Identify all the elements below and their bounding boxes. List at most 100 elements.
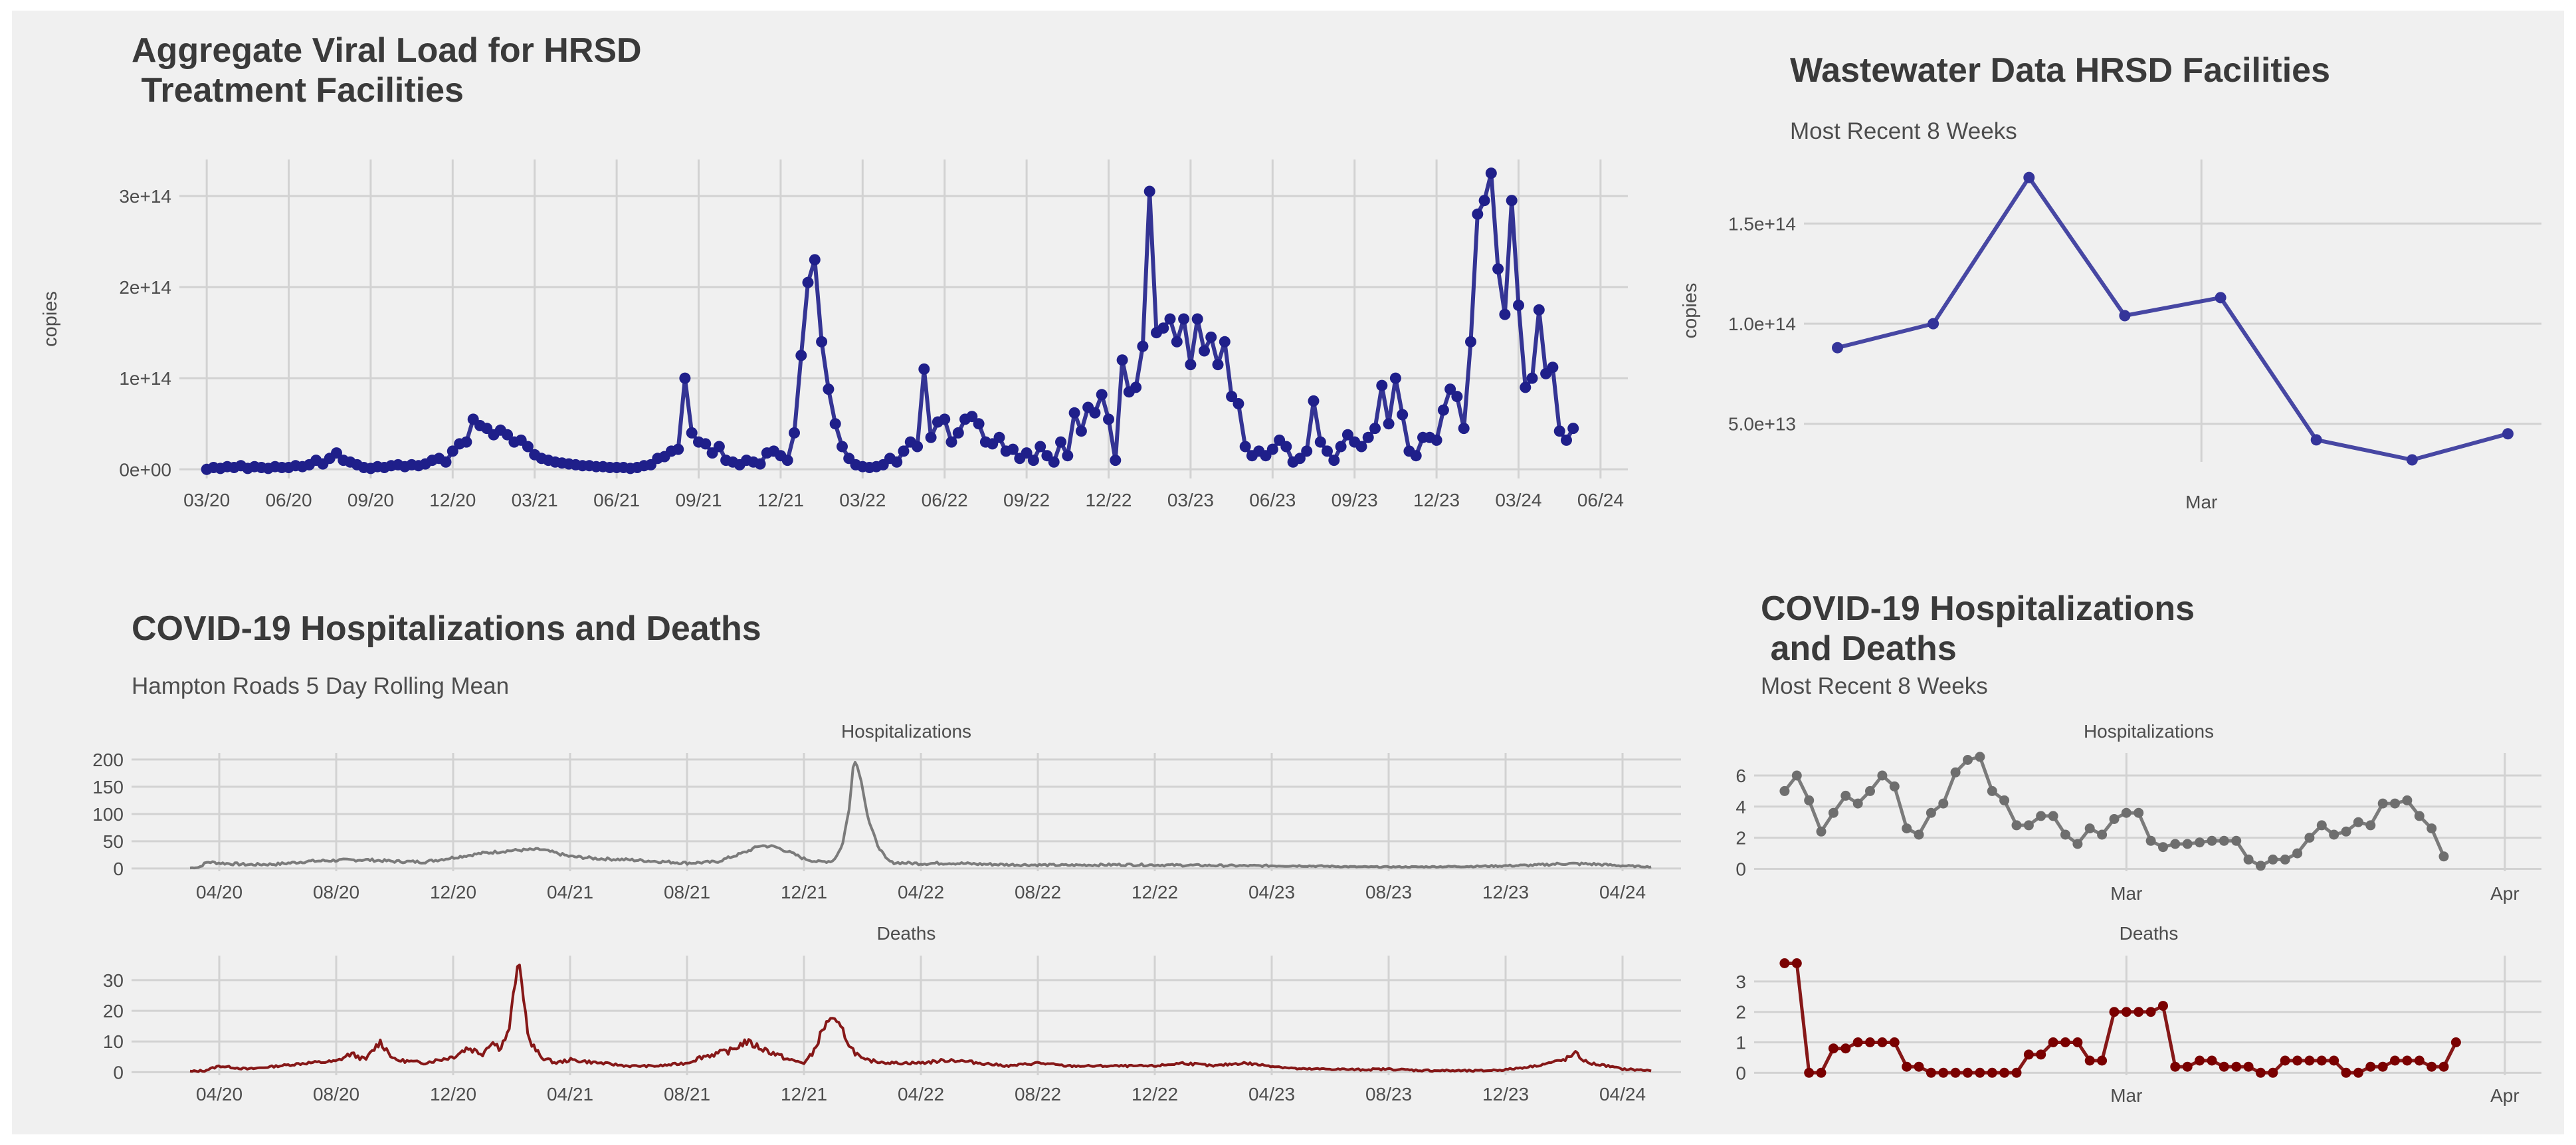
deaths_long-strip-label: Deaths [877,923,936,944]
hosp_long-y-tick-label: 100 [92,804,124,825]
deaths_recent-point [1889,1037,1900,1047]
viral-point [440,456,452,468]
hosp_long-strip-label: Hospitalizations [841,721,971,742]
viral-point [829,418,841,430]
viral-point [802,276,814,288]
deaths_recent-point [1914,1061,1924,1072]
hosp_recent-point [2048,811,2058,821]
viral-point [1478,195,1490,207]
hosp_recent-point [2084,823,2095,834]
deaths_recent-point [2109,1007,2120,1017]
deaths_recent-point [2060,1037,2070,1047]
hosp-deaths-subtitle: Hampton Roads 5 Day Rolling Mean [132,673,510,699]
viral-point [1355,441,1367,453]
viral-x-tick-label: 09/22 [1003,490,1050,510]
viral-point [891,456,903,468]
hosp_recent-point [1852,798,1863,809]
recent-point [2406,454,2418,466]
viral-point [918,363,930,375]
viral-x-tick-label: 03/21 [512,490,558,510]
deaths_recent-point [2011,1067,2022,1078]
hosp_recent-point [1840,790,1851,801]
deaths_recent-point [1926,1067,1936,1078]
viral-point [1075,425,1087,437]
hosp_long-series-line [189,761,1652,870]
hosp_recent-y-tick-label: 4 [1735,797,1746,817]
hosp_recent-point [1950,767,1961,778]
deaths_recent-point [2341,1067,2351,1078]
hosp_recent-point [2329,829,2339,840]
hosp_recent-point [2243,854,2254,865]
deaths_recent-point [1963,1067,1973,1078]
viral-point [1389,372,1401,384]
deaths_recent-point [2316,1055,2327,1066]
viral-series-line [206,171,1575,472]
hosp_long-x-tick-label: 08/21 [664,882,710,902]
deaths_recent-point [2133,1007,2144,1017]
hosp_long-x-tick-label: 12/23 [1482,882,1529,902]
viral-point [1280,441,1292,453]
viral-point [1021,447,1033,459]
hosp_recent-point [2438,851,2449,862]
deaths_recent-point [2450,1037,2461,1047]
viral-point [925,431,937,443]
deaths_recent-point [2097,1055,2108,1066]
viral-y-tick-label: 0e+00 [119,459,171,480]
viral-point [1007,443,1019,455]
viral-point [1062,450,1074,462]
deaths_recent-point [1865,1037,1875,1047]
hosp_long-x-tick-label: 04/22 [898,882,944,902]
hosp_recent-point [2207,835,2217,846]
recent-point [2502,428,2514,440]
deaths_recent-point [2402,1055,2413,1066]
viral-point [966,411,978,423]
deaths_recent-point [2195,1055,2205,1066]
hosp_recent-point [2133,807,2144,818]
viral-point [1199,345,1210,357]
deaths_recent-point [2280,1055,2290,1066]
hosp_recent-point [2195,837,2205,848]
dashboard-panel [12,11,2564,1134]
deaths_recent-point [2048,1037,2058,1047]
viral-x-tick-label: 06/22 [922,490,968,510]
hosp_recent-point [2316,820,2327,831]
deaths_long-y-tick-label: 30 [103,970,124,991]
viral-x-tick-label: 12/22 [1085,490,1132,510]
hosp_recent-point [2427,823,2437,834]
deaths_recent-x-tick-label: Apr [2490,1085,2520,1106]
viral-point [331,447,342,459]
hosp_recent-point [1914,829,1924,840]
hosp_recent-point [1902,823,1912,834]
recent-point [2023,171,2035,183]
viral-x-tick-label: 12/21 [757,490,804,510]
viral-point [1212,359,1224,371]
hosp_recent-point [1987,785,1997,796]
deaths_long-x-tick-label: 12/23 [1482,1084,1529,1104]
hosp_long-x-tick-label: 08/23 [1365,882,1412,902]
deaths_recent-point [1840,1043,1851,1054]
viral-point [1301,445,1313,457]
hosp_recent-strip-label: Hospitalizations [2084,721,2214,742]
viral-point [1055,436,1066,448]
recent-point [2119,310,2131,322]
viral-point [1314,436,1326,448]
deaths_recent-point [2182,1061,2193,1072]
deaths_recent-point [2170,1061,2181,1072]
hosp_recent-point [2255,861,2266,871]
hosp_recent-point [2377,798,2388,809]
hosp_long-x-tick-label: 12/20 [430,882,476,902]
viral-point [522,441,534,453]
hosp_long-x-tick-label: 04/20 [196,882,243,902]
viral-point [781,455,793,467]
viral-x-tick-label: 09/21 [675,490,722,510]
viral-x-tick-label: 03/20 [183,490,230,510]
hosp_recent-point [2280,854,2290,865]
deaths_long-x-tick-label: 08/23 [1365,1084,1412,1104]
hosp_recent-x-tick-label: Apr [2490,883,2520,904]
viral-point [1397,409,1409,421]
recent-hosp-deaths-subtitle: Most Recent 8 Weeks [1761,673,1988,699]
deaths_long-x-tick-label: 08/20 [313,1084,359,1104]
hosp_recent-point [2036,811,2046,821]
viral-x-tick-label: 03/22 [839,490,886,510]
recent-point [2215,292,2227,304]
